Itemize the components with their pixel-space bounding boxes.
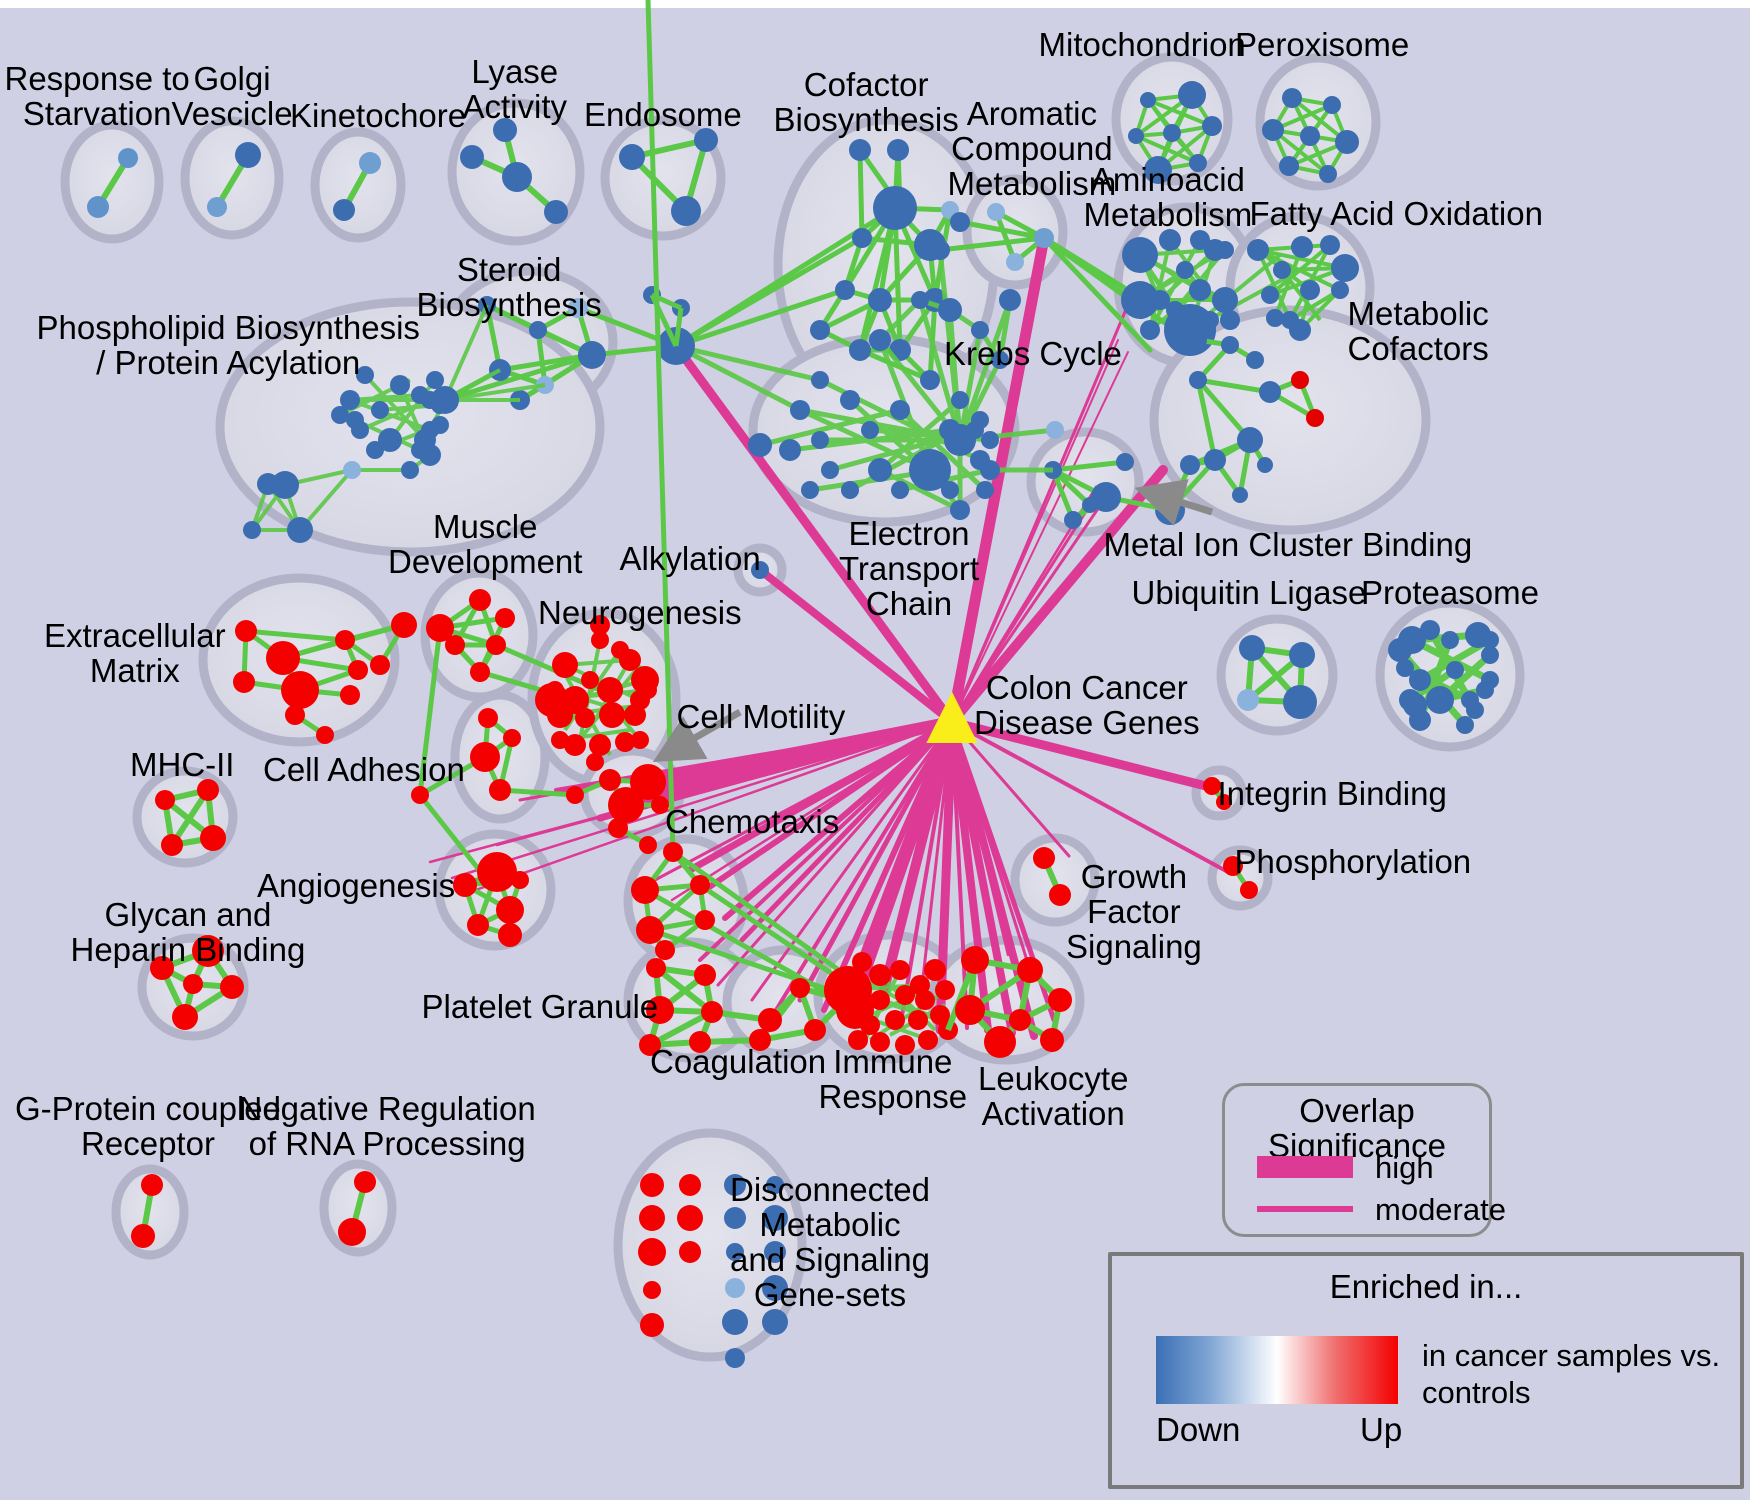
cluster-cofactor-biosynthesis bbox=[673, 139, 959, 390]
cluster-extracellular-matrix bbox=[233, 612, 417, 744]
cluster-label-endosome: Endosome bbox=[584, 96, 742, 133]
cluster-label-cofactor-biosynthesis: Cofactor Biosynthesis bbox=[773, 66, 959, 138]
cluster-fatty-acid-oxidation bbox=[1247, 235, 1359, 341]
cluster-label-cell-adhesion: Cell Adhesion bbox=[263, 751, 465, 788]
legend-overlap-significance: Overlap Significance high moderate bbox=[1222, 1083, 1506, 1237]
cluster-immune-response bbox=[824, 952, 958, 1055]
cluster-label-proteasome: Proteasome bbox=[1361, 574, 1539, 611]
cluster-label-metal-ion-cluster-binding: Metal Ion Cluster Binding bbox=[1103, 526, 1473, 563]
cluster-proteasome bbox=[1388, 620, 1499, 734]
cluster-mitochondrion bbox=[1128, 81, 1222, 184]
cluster-leukocyte-activation bbox=[945, 946, 1072, 1058]
cluster-label-growth-factor-signaling: Growth Factor Signaling bbox=[1066, 858, 1202, 965]
legend-gradient-low-label: Down bbox=[1156, 1411, 1241, 1448]
cluster-integrin-binding bbox=[1203, 777, 1232, 810]
cluster-label-lyase-activity: Lyase Activity bbox=[462, 53, 568, 125]
cluster-alkylation bbox=[751, 561, 769, 579]
cluster-disconnected-gene-sets bbox=[638, 1173, 788, 1368]
cluster-aminoacid-metabolism bbox=[1121, 229, 1301, 356]
cluster-cell-adhesion bbox=[411, 708, 576, 892]
cluster-platelet-granule bbox=[639, 958, 771, 1056]
cluster-glycan-heparin-binding bbox=[150, 935, 244, 1030]
cluster-label-alkylation: Alkylation bbox=[619, 540, 761, 577]
cluster-label-kinetochore: Kinetochore bbox=[290, 97, 467, 134]
cluster-label-chemotaxis: Chemotaxis bbox=[665, 803, 840, 840]
cluster-label-g-protein-coupled-receptor: G-Protein coupled Receptor bbox=[15, 1090, 281, 1162]
cluster-label-electron-transport-chain: Electron Transport Chain bbox=[839, 515, 979, 622]
cluster-ubiquitin-ligase bbox=[1237, 635, 1317, 719]
cluster-angiogenesis bbox=[453, 852, 529, 947]
cluster-label-mhc-ii: MHC-II bbox=[130, 746, 235, 783]
cluster-growth-factor-signaling bbox=[1033, 847, 1071, 906]
cluster-label-phosphorylation: Phosphorylation bbox=[1234, 843, 1472, 880]
cluster-label-aminoacid-metabolism: Aminoacid Metabolism bbox=[1083, 161, 1253, 233]
cluster-label-aromatic-compound-metabolism: Aromatic Compound Metabolism bbox=[947, 95, 1117, 202]
cluster-label-steroid-biosynthesis: Steroid Biosynthesis bbox=[416, 251, 602, 323]
cluster-gpcr bbox=[131, 1174, 163, 1248]
cluster-label-angiogenesis: Angiogenesis bbox=[257, 867, 456, 904]
cluster-label-krebs-cycle: Krebs Cycle bbox=[944, 335, 1122, 372]
cluster-label-leukocyte-activation: Leukocyte Activation bbox=[978, 1060, 1129, 1132]
cluster-label-colon-cancer-hub: Colon Cancer Disease Genes bbox=[974, 669, 1200, 741]
cluster-steroid-biosynthesis bbox=[443, 286, 695, 410]
cluster-label-coagulation: Coagulation bbox=[650, 1043, 827, 1080]
cluster-mhc-ii bbox=[155, 779, 226, 856]
cluster-peroxisome bbox=[1262, 88, 1359, 183]
cluster-label-muscle-development: Muscle Development bbox=[388, 508, 583, 580]
cluster-nodes bbox=[87, 118, 718, 226]
legend-enriched-side-text: in cancer samples vs. controls bbox=[1422, 1338, 1721, 1410]
cluster-aromatic-compound bbox=[987, 203, 1054, 271]
cluster-cell-motility bbox=[566, 764, 669, 854]
legend-label-moderate: moderate bbox=[1375, 1192, 1506, 1227]
cluster-label-golgi-vescicle: Golgi Vescicle bbox=[171, 60, 293, 132]
cluster-label-phospholipid-biosynthesis: Phospholipid Biosynthesis / Protein Acyl… bbox=[36, 309, 420, 381]
cluster-metal-ion-binding bbox=[1044, 453, 1171, 529]
cluster-label-immune-response: Immune Response bbox=[818, 1043, 968, 1115]
cluster-label-glycan-heparin-binding: Glycan and Heparin Binding bbox=[70, 896, 306, 968]
cluster-label-extracellular-matrix: Extracellular Matrix bbox=[44, 617, 226, 689]
annotation-arrows bbox=[652, 479, 1214, 762]
cluster-label-cell-motility: Cell Motility bbox=[676, 698, 846, 735]
cluster-label-negative-regulation-rna: Negative Regulation of RNA Processing bbox=[238, 1090, 536, 1162]
cluster-negative-regulation-rna bbox=[338, 1171, 376, 1246]
colon-cancer-hub-triangle[interactable] bbox=[926, 691, 978, 743]
cluster-neurogenesis bbox=[535, 615, 659, 771]
legend-enriched-title: Enriched in... bbox=[1329, 1268, 1523, 1305]
legend-overlap-title: Overlap Significance bbox=[1268, 1092, 1446, 1164]
cluster-label-platelet-granule: Platelet Granule bbox=[421, 988, 659, 1025]
legend-swatch-high bbox=[1257, 1156, 1353, 1178]
legend-gradient-high-label: Up bbox=[1360, 1411, 1403, 1448]
legend-swatch-moderate bbox=[1257, 1206, 1353, 1212]
cluster-label-peroxisome: Peroxisome bbox=[1235, 26, 1410, 63]
cluster-label-neurogenesis: Neurogenesis bbox=[538, 594, 742, 631]
cluster-label-response-to-starvation: Response to Starvation bbox=[4, 60, 190, 132]
cluster-label-fatty-acid-oxidation: Fatty Acid Oxidation bbox=[1249, 195, 1543, 232]
cluster-phosphorylation bbox=[1223, 856, 1258, 899]
cluster-label-ubiquitin-ligase: Ubiquitin Ligase bbox=[1131, 574, 1367, 611]
cluster-label-metabolic-cofactors: Metabolic Cofactors bbox=[1347, 295, 1489, 367]
legend-color-gradient bbox=[1156, 1336, 1398, 1404]
cluster-phospholipid-biosynthesis bbox=[243, 304, 546, 543]
cluster-electron-transport-chain bbox=[674, 212, 1064, 520]
cluster-label-disconnected-gene-sets: Disconnected Metabolic and Signaling Gen… bbox=[730, 1171, 930, 1313]
cluster-label-integrin-binding: Integrin Binding bbox=[1217, 775, 1447, 812]
legend-label-high: high bbox=[1375, 1150, 1434, 1185]
cluster-coagulation bbox=[749, 978, 848, 1051]
cluster-label-mitochondrion: Mitochondrion bbox=[1038, 26, 1246, 63]
legend-enriched-in: Enriched in... Down Up in cancer samples… bbox=[1108, 1252, 1744, 1489]
